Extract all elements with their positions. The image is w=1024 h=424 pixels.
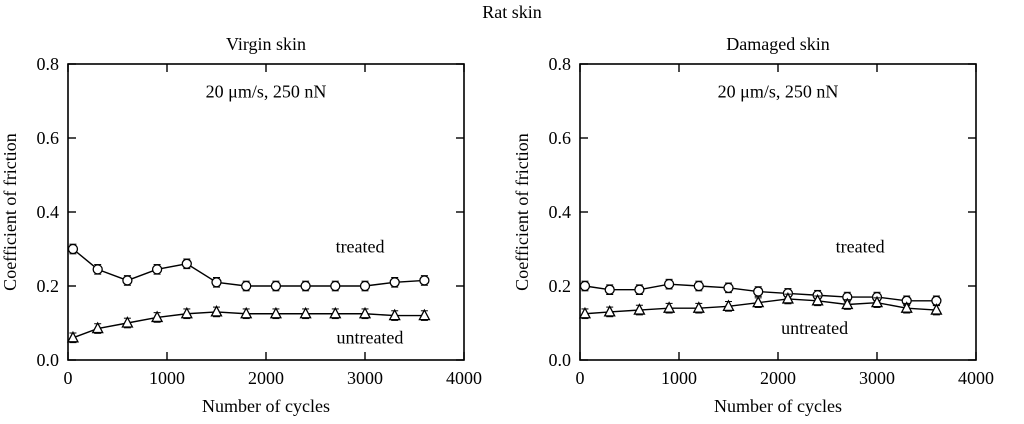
triangle-marker-icon	[418, 308, 431, 321]
y-tick-label: 0.6	[37, 128, 60, 148]
triangle-marker-icon	[752, 295, 765, 308]
x-tick-label: 3000	[347, 368, 383, 388]
triangle-marker-icon	[722, 299, 735, 312]
circle-marker-icon	[389, 277, 400, 288]
triangle-marker-icon	[388, 308, 401, 321]
triangle-marker-icon	[121, 316, 134, 328]
triangle-marker-icon	[930, 303, 943, 315]
x-axis-label: Number of cycles	[202, 396, 330, 416]
triangle-marker-icon	[870, 295, 884, 308]
circle-marker-icon	[67, 243, 79, 255]
triangle-marker-icon	[66, 330, 80, 343]
y-tick-label: 0.8	[549, 54, 572, 74]
circle-marker-icon	[693, 280, 704, 292]
triangle-marker-icon	[603, 305, 616, 317]
series-label-untreated: untreated	[336, 327, 403, 347]
subplot-title: Damaged skin	[726, 34, 829, 54]
triangle-marker-icon	[329, 306, 342, 319]
x-tick-label: 3000	[859, 368, 895, 388]
triangle-marker-icon	[240, 306, 253, 319]
charts-row: 0 1000 2000 3000 4000 0.0 0.2 0.4 0.6 0.8 Virgin s…	[0, 24, 1024, 424]
circle-marker-icon	[151, 264, 163, 275]
plot-annotation: 20 μm/s, 250 nN	[206, 81, 327, 101]
triangle-marker-icon	[900, 301, 913, 313]
triangle-marker-icon	[692, 301, 705, 313]
series-treated: treated	[579, 237, 942, 307]
circle-marker-icon	[330, 280, 341, 292]
circle-marker-icon	[359, 280, 371, 292]
damaged-skin-plot: 0 1000 2000 3000 4000 0.0 0.2 0.4 0.6 0.8 Damaged …	[512, 34, 994, 416]
triangle-marker-icon	[633, 303, 646, 315]
series-treated: treated	[67, 237, 430, 292]
triangle-marker-icon	[781, 292, 794, 304]
axes	[67, 63, 465, 361]
figure-title: Rat skin	[482, 2, 542, 22]
x-tick-label: 2000	[760, 368, 796, 388]
triangle-marker-icon	[578, 306, 592, 319]
plot-annotation: 20 μm/s, 250 nN	[718, 81, 839, 101]
triangle-marker-icon	[841, 297, 854, 310]
x-tick-label: 0	[576, 368, 585, 388]
y-axis-label: Coefficient of friction	[512, 133, 532, 291]
x-tick-label: 4000	[446, 368, 482, 388]
triangle-marker-icon	[151, 310, 164, 323]
series-untreated: untreated	[66, 305, 431, 347]
circle-marker-icon	[663, 278, 675, 290]
y-tick-label: 0.4	[549, 202, 572, 222]
y-tick-label: 0.4	[37, 202, 60, 222]
x-tick-label: 1000	[661, 368, 697, 388]
triangle-marker-icon	[91, 321, 104, 334]
series-label-treated: treated	[336, 237, 385, 257]
y-tick-label: 0.6	[549, 128, 572, 148]
axis-labels: 0 1000 2000 3000 4000 0.0 0.2 0.4 0.6 0.8 Virgin s…	[0, 34, 482, 416]
circle-marker-icon	[241, 280, 252, 292]
circle-marker-icon	[211, 277, 222, 288]
axes	[579, 63, 977, 361]
x-tick-label: 2000	[248, 368, 284, 388]
circle-marker-icon	[753, 286, 764, 297]
y-axis-label: Coefficient of friction	[0, 133, 20, 291]
circle-marker-icon	[604, 284, 615, 295]
x-tick-label: 4000	[958, 368, 994, 388]
virgin-skin-plot: 0 1000 2000 3000 4000 0.0 0.2 0.4 0.6 0.8 Virgin s…	[0, 34, 482, 416]
axis-labels: 0 1000 2000 3000 4000 0.0 0.2 0.4 0.6 0.8 Damaged …	[512, 34, 994, 416]
series-label-untreated: untreated	[781, 318, 848, 338]
series-label-treated: treated	[836, 237, 885, 257]
circle-marker-icon	[181, 258, 192, 269]
circle-marker-icon	[419, 275, 430, 286]
circle-marker-icon	[634, 284, 645, 295]
y-tick-label: 0.8	[37, 54, 60, 74]
y-tick-label: 0.2	[549, 276, 572, 296]
triangle-marker-icon	[811, 293, 824, 306]
chart-damaged-skin: 0 1000 2000 3000 4000 0.0 0.2 0.4 0.6 0.8 Damaged …	[512, 24, 1024, 424]
circle-marker-icon	[723, 282, 734, 294]
chart-virgin-skin: 0 1000 2000 3000 4000 0.0 0.2 0.4 0.6 0.8 Virgin s…	[0, 24, 512, 424]
triangle-marker-icon	[663, 301, 676, 313]
circle-marker-icon	[92, 264, 103, 275]
triangle-marker-icon	[269, 306, 282, 319]
x-axis-label: Number of cycles	[714, 396, 842, 416]
triangle-marker-icon	[180, 306, 193, 319]
triangle-marker-icon	[299, 306, 312, 319]
circle-marker-icon	[270, 280, 282, 292]
series-untreated: untreated	[578, 292, 943, 338]
subplot-title: Virgin skin	[226, 34, 306, 54]
triangle-marker-icon	[358, 306, 372, 319]
y-tick-label: 0.0	[549, 350, 572, 370]
y-tick-label: 0.2	[37, 276, 60, 296]
y-tick-label: 0.0	[37, 350, 60, 370]
circle-marker-icon	[300, 280, 311, 292]
circle-marker-icon	[579, 280, 591, 292]
x-tick-label: 1000	[149, 368, 185, 388]
triangle-marker-icon	[210, 305, 223, 317]
circle-marker-icon	[122, 275, 133, 286]
x-tick-label: 0	[64, 368, 73, 388]
